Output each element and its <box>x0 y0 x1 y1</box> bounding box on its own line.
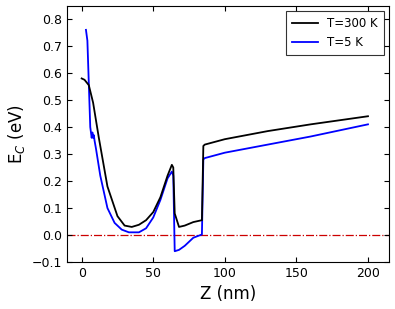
T=300 K <box>105 184 110 188</box>
T=300 K <box>191 220 196 224</box>
T=5 K <box>191 236 196 239</box>
T=5 K <box>87 82 91 86</box>
T=300 K <box>87 83 91 87</box>
T=300 K <box>171 166 176 169</box>
T=300 K <box>222 137 227 141</box>
T=300 K <box>182 224 187 227</box>
T=5 K <box>126 231 131 234</box>
T=5 K <box>89 136 94 140</box>
T=300 K <box>130 225 134 229</box>
T=300 K <box>169 163 174 167</box>
T=5 K <box>202 156 207 160</box>
T=5 K <box>222 151 227 154</box>
T=300 K <box>308 122 313 126</box>
T=5 K <box>169 170 174 173</box>
T=5 K <box>182 244 187 248</box>
T=5 K <box>177 248 181 252</box>
T=5 K <box>158 198 163 202</box>
T=300 K <box>202 143 207 146</box>
T=5 K <box>112 221 117 225</box>
T=300 K <box>158 195 163 199</box>
T=300 K <box>137 223 141 226</box>
X-axis label: Z (nm): Z (nm) <box>200 286 256 303</box>
T=5 K <box>105 206 110 210</box>
T=300 K <box>122 224 127 227</box>
T=5 K <box>85 39 90 43</box>
T=5 K <box>199 233 204 236</box>
T=300 K <box>115 214 120 218</box>
T=5 K <box>151 216 156 219</box>
T=5 K <box>88 125 92 129</box>
T=300 K <box>151 210 156 214</box>
T=300 K <box>199 218 204 222</box>
T=300 K <box>91 101 96 105</box>
T=5 K <box>92 139 97 142</box>
T=5 K <box>165 176 170 180</box>
T=300 K <box>172 212 177 215</box>
T=5 K <box>137 231 141 234</box>
T=5 K <box>265 143 270 146</box>
T=5 K <box>308 135 313 138</box>
T=5 K <box>201 158 206 161</box>
Line: T=300 K: T=300 K <box>82 78 368 227</box>
T=5 K <box>98 174 103 177</box>
T=5 K <box>172 249 177 253</box>
T=300 K <box>201 144 206 148</box>
T=5 K <box>91 136 96 140</box>
T=300 K <box>79 77 84 80</box>
T=300 K <box>366 114 371 118</box>
T=300 K <box>165 174 170 177</box>
T=5 K <box>144 226 149 230</box>
T=5 K <box>92 133 96 137</box>
T=5 K <box>84 28 88 32</box>
T=300 K <box>177 225 181 229</box>
T=300 K <box>82 78 87 82</box>
Y-axis label: E$_C$ (eV): E$_C$ (eV) <box>6 104 26 164</box>
T=5 K <box>119 228 124 231</box>
Line: T=5 K: T=5 K <box>86 30 368 251</box>
T=5 K <box>171 174 176 177</box>
T=300 K <box>96 136 101 140</box>
T=5 K <box>94 147 98 150</box>
T=5 K <box>366 122 371 126</box>
T=300 K <box>265 129 270 133</box>
T=5 K <box>90 131 95 134</box>
Legend: T=300 K, T=5 K: T=300 K, T=5 K <box>286 11 384 55</box>
T=300 K <box>144 218 149 222</box>
